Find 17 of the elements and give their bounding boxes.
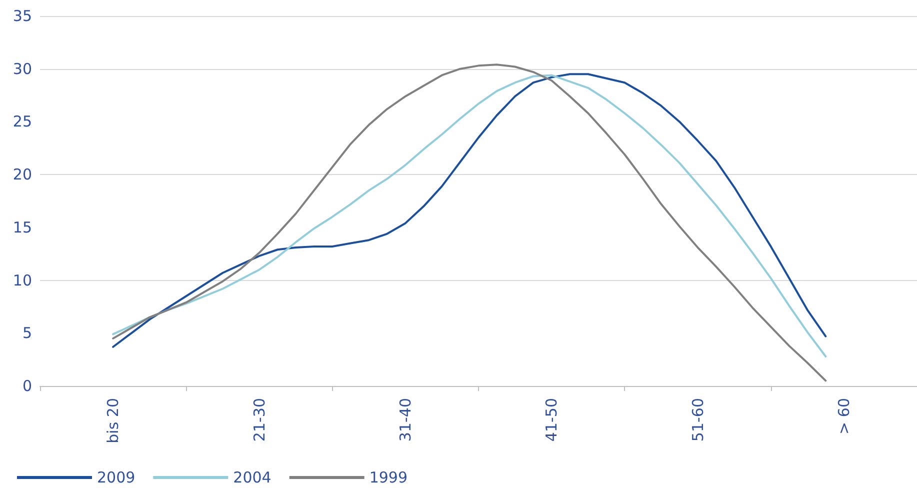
y-tick-label: 30 bbox=[12, 60, 32, 78]
y-tick-label: 5 bbox=[22, 324, 32, 342]
y-tick-label: 25 bbox=[12, 112, 32, 131]
x-tick-label: 51-60 bbox=[688, 398, 707, 442]
x-tick-label: > 60 bbox=[834, 398, 853, 434]
y-tick-label: 35 bbox=[12, 7, 32, 25]
y-tick-label: 20 bbox=[12, 166, 32, 184]
y-tick-label: 15 bbox=[12, 218, 32, 236]
y-tick-label: 0 bbox=[22, 377, 32, 395]
y-tick-label: 10 bbox=[12, 271, 32, 290]
legend-label: 1999 bbox=[369, 468, 408, 486]
x-tick-label: 21-30 bbox=[250, 398, 268, 442]
legend-label: 2004 bbox=[233, 468, 272, 486]
x-tick-label: 41-50 bbox=[542, 398, 561, 442]
legend-label: 2009 bbox=[97, 468, 136, 486]
x-tick-label: bis 20 bbox=[104, 398, 122, 444]
x-tick-label: 31-40 bbox=[396, 398, 414, 442]
